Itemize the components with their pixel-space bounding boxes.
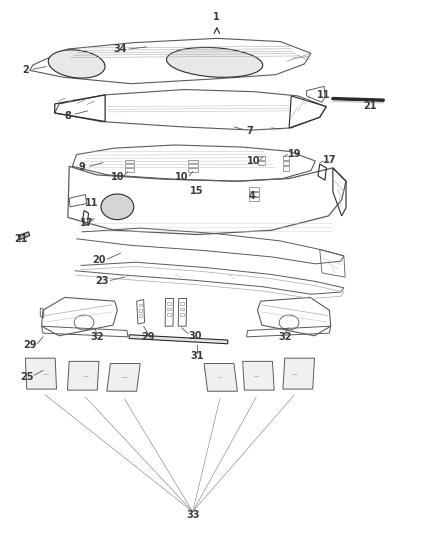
- Text: 32: 32: [278, 332, 291, 342]
- Bar: [139, 309, 142, 312]
- Polygon shape: [25, 358, 57, 389]
- Text: 29: 29: [23, 341, 36, 350]
- Text: 17: 17: [323, 155, 336, 165]
- Polygon shape: [107, 364, 140, 391]
- Bar: [283, 166, 289, 171]
- Polygon shape: [243, 361, 274, 390]
- Text: 21: 21: [14, 234, 28, 244]
- Bar: [258, 156, 265, 160]
- Bar: [249, 187, 259, 191]
- Bar: [125, 160, 134, 163]
- Bar: [188, 168, 198, 172]
- Bar: [188, 164, 198, 167]
- Text: 20: 20: [92, 255, 105, 265]
- Polygon shape: [204, 364, 237, 391]
- Text: 25: 25: [21, 373, 34, 382]
- Bar: [249, 192, 259, 196]
- Text: 7: 7: [246, 126, 253, 135]
- Text: 29: 29: [141, 332, 155, 342]
- Text: 21: 21: [364, 101, 377, 110]
- Text: 19: 19: [288, 149, 301, 158]
- Bar: [125, 164, 134, 167]
- Polygon shape: [18, 232, 30, 240]
- Text: 15: 15: [191, 186, 204, 196]
- Text: 8: 8: [64, 111, 71, 120]
- Bar: [139, 304, 142, 306]
- Text: 9: 9: [79, 162, 86, 172]
- Bar: [258, 161, 265, 165]
- Text: 17: 17: [80, 218, 93, 228]
- Text: 33: 33: [186, 510, 199, 520]
- Bar: [167, 302, 171, 305]
- Bar: [180, 302, 184, 305]
- Bar: [125, 168, 134, 172]
- Text: 4: 4: [248, 191, 255, 201]
- Text: 34: 34: [114, 44, 127, 54]
- Text: 11: 11: [85, 198, 99, 207]
- Bar: [139, 314, 142, 317]
- Text: 2: 2: [22, 66, 29, 75]
- Text: 23: 23: [95, 277, 108, 286]
- Bar: [188, 160, 198, 163]
- Bar: [283, 161, 289, 165]
- Bar: [167, 313, 171, 316]
- Bar: [167, 308, 171, 310]
- Ellipse shape: [48, 50, 105, 78]
- Text: 11: 11: [318, 90, 331, 100]
- Text: 32: 32: [91, 332, 104, 342]
- Bar: [180, 308, 184, 310]
- Ellipse shape: [166, 47, 263, 77]
- Text: 10: 10: [175, 172, 188, 182]
- Text: 10: 10: [247, 157, 261, 166]
- Text: 1: 1: [213, 12, 220, 22]
- Bar: [249, 197, 259, 201]
- Ellipse shape: [101, 194, 134, 220]
- Text: 31: 31: [191, 351, 204, 361]
- Polygon shape: [67, 361, 99, 390]
- Text: 30: 30: [188, 331, 201, 341]
- Bar: [180, 313, 184, 316]
- Text: 10: 10: [111, 172, 124, 182]
- Bar: [283, 156, 289, 160]
- Polygon shape: [129, 335, 228, 344]
- Polygon shape: [283, 358, 314, 389]
